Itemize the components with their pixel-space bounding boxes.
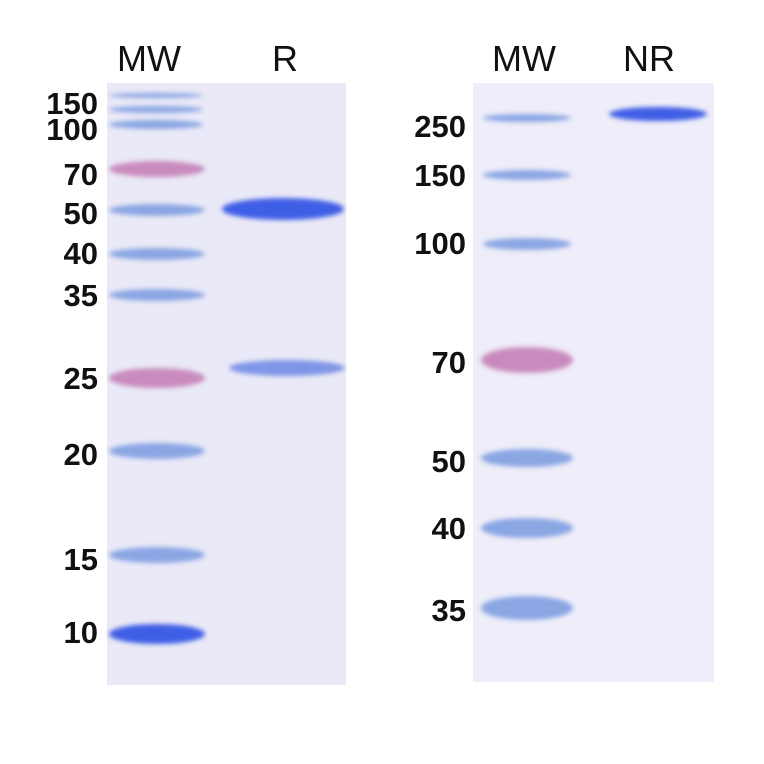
- mw-label: 35: [63, 278, 98, 313]
- gel-reduced: [107, 83, 346, 685]
- mw-label: 40: [431, 511, 466, 546]
- marker-band: [481, 596, 573, 620]
- mw-label: 100: [414, 226, 466, 261]
- marker-band: [481, 449, 573, 467]
- marker-band: [109, 624, 205, 644]
- mw-label: 70: [63, 157, 98, 192]
- lane-header-r: R: [272, 38, 298, 79]
- marker-band: [483, 114, 571, 122]
- mw-label: 10: [63, 615, 98, 650]
- mw-label: 150: [46, 86, 98, 121]
- mw-label: 100: [46, 112, 98, 147]
- marker-band: [109, 443, 205, 459]
- marker-band: [109, 161, 205, 177]
- marker-band: [109, 368, 205, 388]
- mw-label: 15: [63, 542, 98, 577]
- mw-label: 20: [63, 437, 98, 472]
- marker-band: [483, 238, 571, 250]
- marker-band: [109, 106, 203, 113]
- mw-label: 40: [63, 236, 98, 271]
- marker-band: [481, 347, 573, 373]
- lane-header-mw-left: MW: [117, 38, 181, 79]
- marker-band: [483, 170, 571, 180]
- marker-band: [481, 518, 573, 538]
- mw-label: 50: [63, 196, 98, 231]
- marker-band: [109, 248, 205, 260]
- marker-band: [109, 547, 205, 563]
- gel-non-reduced: [473, 83, 714, 682]
- sample-band-intact: [609, 107, 707, 121]
- mw-label: 35: [431, 593, 466, 628]
- marker-band: [109, 120, 203, 129]
- mw-label: 150: [414, 158, 466, 193]
- sample-band-light-chain: [229, 360, 345, 376]
- mw-label: 250: [414, 109, 466, 144]
- marker-band: [109, 289, 205, 301]
- marker-band: [109, 93, 203, 98]
- lane-header-mw-right: MW: [492, 38, 556, 79]
- mw-label: 50: [431, 444, 466, 479]
- mw-label: 70: [431, 345, 466, 380]
- lane-header-nr: NR: [623, 38, 675, 79]
- marker-band: [109, 204, 205, 216]
- mw-label: 25: [63, 361, 98, 396]
- sample-band-heavy-chain: [222, 198, 344, 220]
